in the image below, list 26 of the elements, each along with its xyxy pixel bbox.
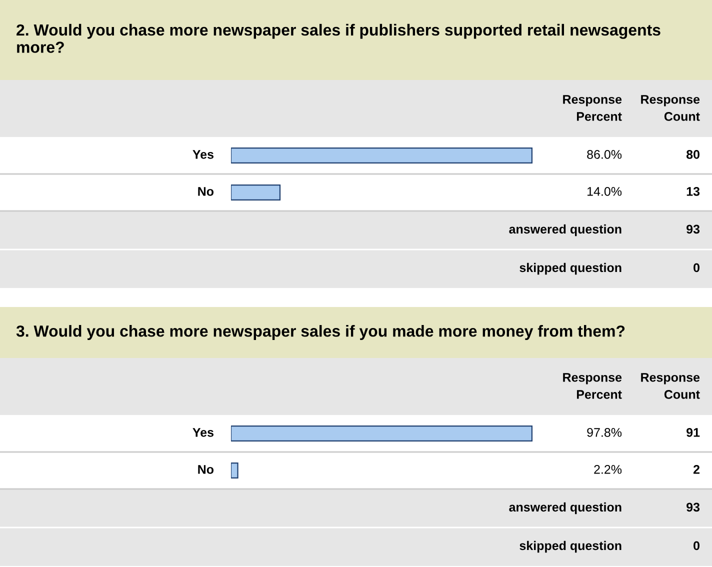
data-label: 86.0%: [587, 150, 622, 159]
text: 2: [693, 465, 700, 474]
text: 13: [686, 187, 700, 196]
data-label: 2.2%: [594, 465, 622, 474]
y-tick-label: Yes: [192, 428, 214, 437]
text: Response Count: [641, 373, 700, 399]
text: skipped question: [520, 540, 622, 553]
chart-title: 3. Would you chase more newspaper sales if you made more money from them?: [16, 325, 625, 340]
text: answered question: [509, 224, 622, 236]
text: 93: [686, 502, 700, 512]
text: Response Count: [641, 95, 700, 121]
text: 0: [694, 263, 700, 272]
text: 0: [694, 541, 700, 550]
text: 80: [686, 150, 700, 159]
y-tick-label: No: [198, 187, 214, 196]
text: answered question: [509, 502, 622, 514]
text: Response Percent: [563, 95, 622, 121]
chart-title: 2. Would you chase more newspaper sales if publishers supported retail newsagents more?: [16, 24, 660, 53]
data-label: 14.0%: [588, 187, 622, 196]
text: skipped question: [520, 262, 622, 275]
text: Response Percent: [563, 373, 622, 399]
data-label: 97.8%: [587, 428, 622, 437]
text: 93: [686, 224, 700, 234]
y-tick-label: Yes: [192, 150, 214, 159]
text: 91: [686, 428, 700, 437]
y-tick-label: No: [198, 465, 214, 474]
